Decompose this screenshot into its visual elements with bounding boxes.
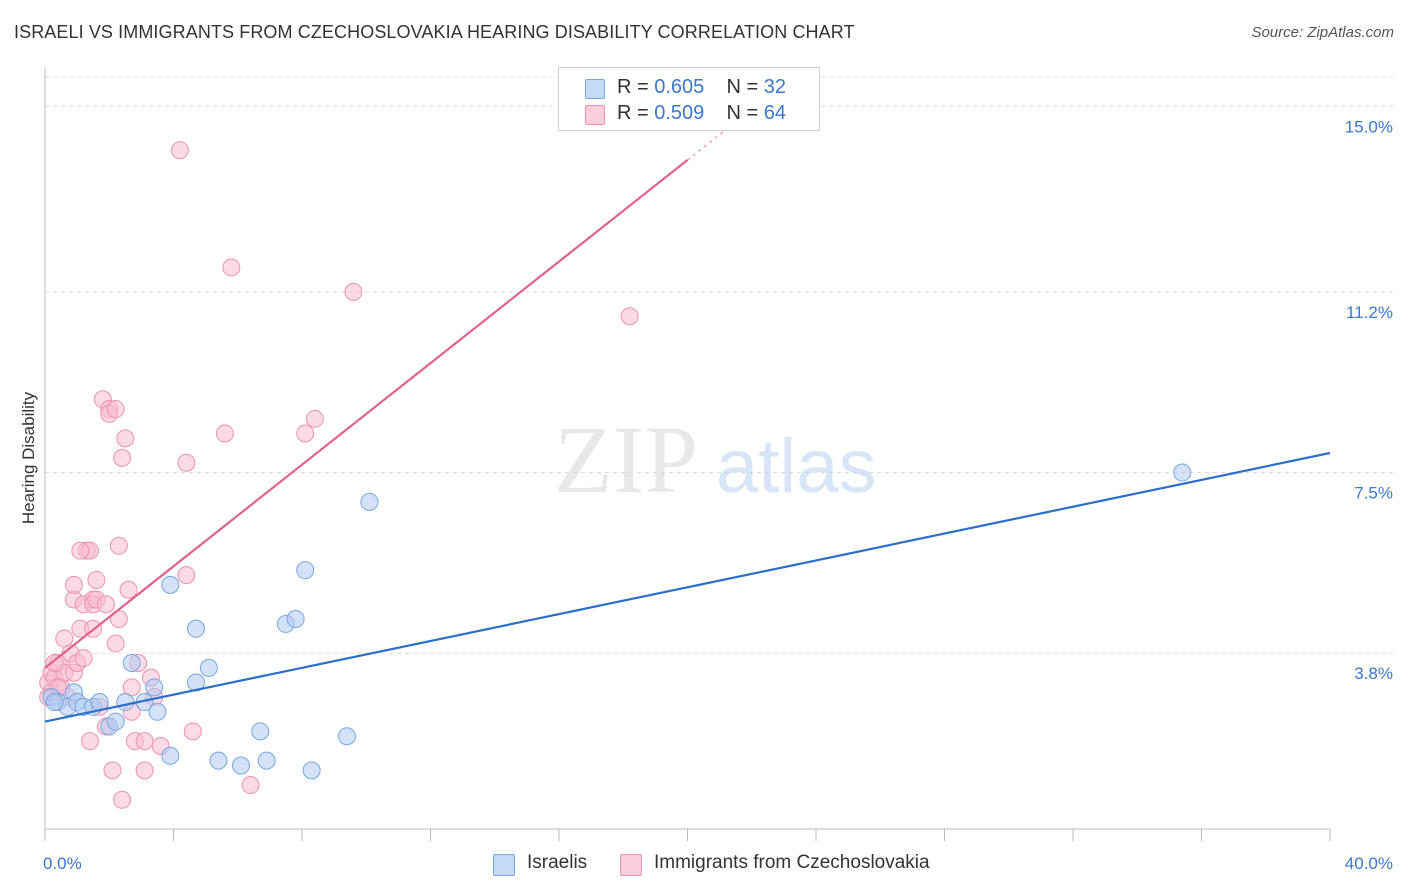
bottom-swatch-blue: [493, 854, 515, 876]
legend-n-value: 32: [763, 76, 787, 98]
source-label: Source: ZipAtlas.com: [1251, 24, 1394, 41]
bottom-legend-label: Immigrants from Czechoslovakia: [654, 852, 930, 873]
point-immigrants: [296, 424, 315, 443]
point-israelis: [286, 610, 305, 629]
legend-r-value: 0.509: [654, 102, 705, 124]
y-tick-label: 15.0%: [1345, 117, 1393, 136]
point-israelis: [1173, 463, 1192, 482]
point-israelis: [145, 678, 164, 697]
trend-line-immigrants: [44, 159, 689, 669]
legend-r-label: R =: [617, 102, 655, 124]
series-israelis-points: [42, 463, 1192, 780]
y-tick-label: 7.5%: [1354, 484, 1393, 503]
point-israelis: [296, 561, 315, 580]
point-immigrants: [103, 761, 122, 780]
point-israelis: [251, 722, 270, 741]
point-immigrants: [177, 453, 196, 472]
point-immigrants: [222, 258, 241, 277]
point-israelis: [302, 761, 321, 780]
point-immigrants: [71, 541, 90, 560]
point-israelis: [231, 756, 250, 775]
point-immigrants: [87, 570, 106, 589]
legend-n-value: 64: [763, 102, 787, 124]
watermark-zip: ZIP: [554, 406, 698, 513]
axis-layer: [44, 68, 1331, 841]
point-immigrants: [113, 790, 132, 809]
point-immigrants: [45, 653, 64, 672]
point-immigrants: [109, 536, 128, 555]
point-immigrants: [305, 409, 324, 428]
point-israelis: [122, 653, 141, 672]
point-immigrants: [215, 424, 234, 443]
point-israelis: [161, 746, 180, 765]
point-immigrants: [177, 566, 196, 585]
point-israelis: [148, 702, 167, 721]
point-immigrants: [183, 722, 202, 741]
y-tick-label: 11.2%: [1346, 303, 1393, 322]
trend-line-israelis: [44, 451, 1331, 723]
point-immigrants: [80, 732, 99, 751]
point-immigrants: [241, 776, 260, 795]
legend-swatch-pink: [585, 105, 605, 125]
point-immigrants: [113, 448, 132, 467]
point-immigrants: [135, 761, 154, 780]
point-immigrants: [106, 400, 125, 419]
bottom-legend-label: Israelis: [527, 852, 588, 873]
legend-n-label: N =: [726, 102, 764, 124]
point-immigrants: [106, 634, 125, 653]
x-tick-label: 40.0%: [1345, 854, 1393, 873]
point-israelis: [337, 727, 356, 746]
point-immigrants: [74, 649, 93, 668]
grid-layer: [45, 76, 1395, 654]
x-tick-label: 0.0%: [43, 854, 82, 873]
point-israelis: [360, 492, 379, 511]
point-immigrants: [344, 282, 363, 301]
y-tick-label: 3.8%: [1354, 664, 1393, 683]
point-immigrants: [64, 575, 83, 594]
chart-title: ISRAELI VS IMMIGRANTS FROM CZECHOSLOVAKI…: [14, 22, 855, 42]
point-israelis: [257, 751, 276, 770]
point-israelis: [186, 619, 205, 638]
point-israelis: [116, 693, 135, 712]
point-immigrants: [620, 307, 639, 326]
point-israelis: [199, 658, 218, 677]
tick-labels: 3.8% 7.5% 11.2% 15.0% 0.0% 40.0%: [43, 117, 1393, 873]
legend-r-value: 0.605: [654, 76, 705, 98]
point-immigrants: [116, 429, 135, 448]
point-immigrants: [170, 141, 189, 160]
bottom-swatch-pink: [620, 854, 642, 876]
watermark-atlas: atlas: [716, 424, 877, 509]
point-immigrants: [135, 732, 154, 751]
legend-swatch-blue: [585, 79, 605, 99]
point-immigrants: [119, 580, 138, 599]
point-immigrants: [97, 595, 116, 614]
stats-legend: R = 0.605 N = 32 R = 0.509 N = 64: [558, 67, 820, 131]
legend-r-label: R =: [617, 76, 655, 98]
point-israelis: [106, 712, 125, 731]
legend-n-label: N =: [726, 76, 764, 98]
point-israelis: [209, 751, 228, 770]
y-axis-label: Hearing Disability: [19, 391, 38, 524]
point-israelis: [161, 575, 180, 594]
point-israelis: [45, 693, 64, 712]
